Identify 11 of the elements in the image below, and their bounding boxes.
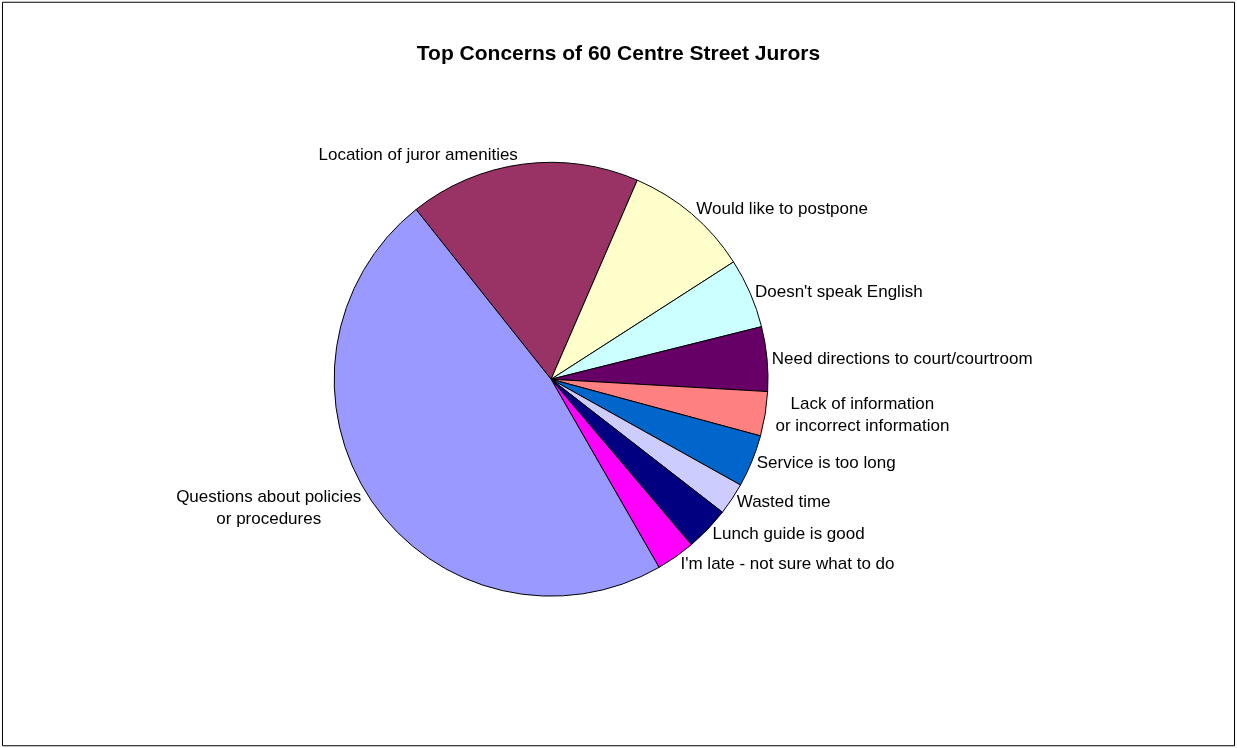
- slice-label: Location of juror amenities: [318, 145, 518, 165]
- slice-label: Need directions to court/courtroom: [771, 349, 1033, 369]
- slice-label: Would like to postpone: [696, 198, 868, 218]
- slice-label: Service is too long: [756, 452, 896, 472]
- slice-label: Lunch guide is good: [712, 524, 865, 544]
- slice-label: Questions about policies or procedures: [176, 487, 362, 529]
- slice-label: Doesn't speak English: [754, 282, 923, 302]
- slice-label: I'm late - not sure what to do: [680, 553, 895, 573]
- chart-title: Top Concerns of 60 Centre Street Jurors: [416, 40, 821, 64]
- slice-label: Wasted time: [736, 492, 831, 512]
- slice-label: Lack of information or incorrect information: [775, 393, 950, 435]
